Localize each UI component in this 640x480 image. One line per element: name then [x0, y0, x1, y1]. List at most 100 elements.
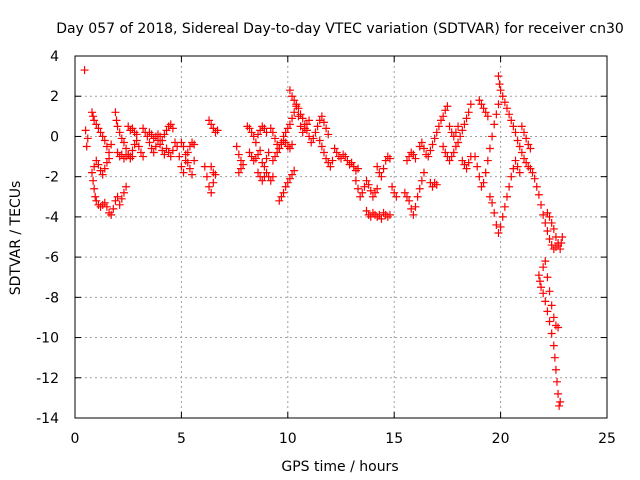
data-point [160, 130, 169, 139]
data-point [526, 144, 535, 153]
data-point [254, 150, 263, 159]
data-point [543, 273, 552, 282]
data-point [283, 124, 292, 133]
data-point [405, 152, 414, 161]
data-point [354, 184, 363, 193]
data-point [547, 301, 556, 310]
data-point [492, 220, 501, 229]
data-point [160, 150, 169, 159]
data-point [402, 156, 411, 165]
data-point [507, 172, 516, 181]
data-point [539, 263, 548, 272]
data-point [373, 162, 382, 171]
data-point [158, 146, 167, 155]
data-point [385, 154, 394, 163]
data-point [100, 136, 109, 145]
data-point [281, 182, 290, 191]
data-point [258, 158, 267, 167]
data-point [279, 188, 288, 197]
data-point [555, 401, 564, 410]
data-point [475, 172, 484, 181]
data-point [445, 122, 454, 131]
x-tick-label: 10 [279, 431, 297, 447]
data-point [543, 226, 552, 235]
data-point [202, 172, 211, 181]
data-point [362, 206, 371, 215]
data-point [294, 104, 303, 113]
data-point [400, 188, 409, 197]
data-point [268, 128, 277, 137]
data-point [498, 92, 507, 101]
data-point [319, 148, 328, 157]
data-point [298, 128, 307, 137]
data-point [430, 134, 439, 143]
data-point [515, 168, 524, 177]
data-point [94, 124, 103, 133]
data-point [385, 210, 394, 219]
data-point [358, 188, 367, 197]
data-point [143, 132, 152, 141]
y-tick-label: -2 [45, 170, 59, 186]
data-point [90, 184, 99, 193]
data-point [139, 152, 148, 161]
data-point [271, 134, 280, 143]
data-point [451, 142, 460, 151]
data-point [549, 224, 558, 233]
data-point [109, 204, 118, 213]
data-point [402, 192, 411, 201]
data-point [298, 114, 307, 123]
data-point [547, 218, 556, 227]
data-point [179, 142, 188, 151]
data-point [268, 156, 277, 165]
ticks-layer: 0 5 10 15 20 25 -14 -12 -10 -8 -6 -4 -2 0 2 4 [36, 49, 616, 447]
data-point [285, 86, 294, 95]
data-point [300, 124, 309, 133]
data-point [102, 142, 111, 151]
data-point [500, 98, 509, 107]
data-point [392, 192, 401, 201]
data-point [254, 130, 263, 139]
data-point [119, 138, 128, 147]
data-point [117, 134, 126, 143]
data-point [507, 116, 516, 125]
data-point [156, 132, 165, 141]
data-point [322, 154, 331, 163]
data-point [375, 168, 384, 177]
data-point [311, 128, 320, 137]
data-point [543, 307, 552, 316]
data-point [417, 176, 426, 185]
data-point [166, 152, 175, 161]
data-point [509, 164, 518, 173]
data-point [256, 146, 265, 155]
data-point [317, 112, 326, 121]
data-point [488, 132, 497, 141]
data-point [285, 144, 294, 153]
data-point [256, 126, 265, 135]
data-point [296, 122, 305, 131]
data-point [520, 154, 529, 163]
data-point [454, 138, 463, 147]
data-point [511, 128, 520, 137]
data-point [458, 126, 467, 135]
data-point [443, 102, 452, 111]
data-point [449, 132, 458, 141]
points-layer [80, 66, 567, 410]
data-point [409, 210, 418, 219]
data-point [111, 196, 120, 205]
data-point [413, 192, 422, 201]
data-point [107, 140, 116, 149]
data-point [100, 198, 109, 207]
data-point [183, 158, 192, 167]
data-point [447, 152, 456, 161]
data-point [495, 80, 504, 89]
data-point [139, 124, 148, 133]
data-point [479, 104, 488, 113]
data-point [124, 150, 133, 159]
data-point [537, 200, 546, 209]
data-point [498, 212, 507, 221]
data-point [251, 154, 260, 163]
data-point [460, 120, 469, 129]
data-point [545, 212, 554, 221]
data-point [100, 164, 109, 173]
data-point [354, 164, 363, 173]
